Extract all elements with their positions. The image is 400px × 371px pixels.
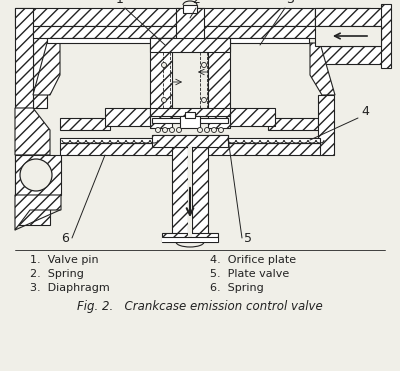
Circle shape [202, 62, 206, 68]
Bar [15, 155, 61, 195]
Bar [33, 26, 323, 38]
Bar [183, 5, 197, 13]
Circle shape [20, 159, 52, 191]
Circle shape [176, 128, 182, 132]
Circle shape [198, 128, 202, 132]
Bar [318, 95, 334, 155]
Bar [60, 143, 320, 155]
Bar [15, 8, 33, 108]
Text: 1: 1 [116, 0, 124, 6]
Polygon shape [33, 43, 60, 95]
Bar [208, 38, 230, 128]
Circle shape [156, 128, 160, 132]
Text: 3.  Diaphragm: 3. Diaphragm [30, 283, 110, 293]
Bar [230, 108, 275, 126]
Bar [152, 135, 228, 147]
Bar [188, 147, 192, 237]
Bar [162, 237, 218, 242]
Text: 6.  Spring: 6. Spring [210, 283, 264, 293]
Bar [172, 147, 188, 237]
Text: 2: 2 [192, 0, 200, 6]
Bar [15, 155, 50, 225]
Bar [381, 4, 391, 68]
Circle shape [204, 128, 210, 132]
Circle shape [202, 98, 206, 102]
Text: 3: 3 [286, 0, 294, 6]
Circle shape [212, 128, 216, 132]
Text: 2.  Spring: 2. Spring [30, 269, 84, 279]
Bar [185, 112, 195, 118]
Bar [15, 8, 315, 26]
Circle shape [162, 98, 166, 102]
Bar [33, 26, 47, 108]
Text: 4.  Orifice plate: 4. Orifice plate [210, 255, 296, 265]
Bar [192, 147, 208, 237]
Bar [60, 118, 110, 130]
Bar [152, 118, 228, 123]
Bar [315, 46, 387, 64]
Polygon shape [60, 138, 152, 143]
Bar [315, 26, 381, 46]
Circle shape [162, 128, 168, 132]
Text: 1.  Valve pin: 1. Valve pin [30, 255, 99, 265]
Circle shape [218, 128, 224, 132]
Text: 4: 4 [361, 105, 369, 118]
Circle shape [162, 62, 166, 68]
Bar [180, 116, 200, 128]
Bar [150, 108, 230, 116]
Bar [150, 38, 230, 52]
Bar [315, 8, 370, 26]
Bar [47, 38, 309, 43]
Bar [105, 108, 150, 126]
Text: 5: 5 [244, 232, 252, 245]
Text: Fig. 2.   Crankcase emission control valve: Fig. 2. Crankcase emission control valve [77, 300, 323, 313]
Polygon shape [310, 43, 335, 95]
Circle shape [170, 128, 174, 132]
Bar [152, 135, 228, 140]
Bar [315, 8, 387, 26]
Bar [176, 8, 204, 40]
Polygon shape [228, 138, 320, 143]
Bar [162, 233, 218, 242]
Text: 6: 6 [61, 232, 69, 245]
Text: 5.  Plate valve: 5. Plate valve [210, 269, 289, 279]
Polygon shape [15, 108, 50, 155]
Bar [150, 38, 172, 128]
Bar [268, 118, 318, 130]
Polygon shape [15, 195, 61, 230]
